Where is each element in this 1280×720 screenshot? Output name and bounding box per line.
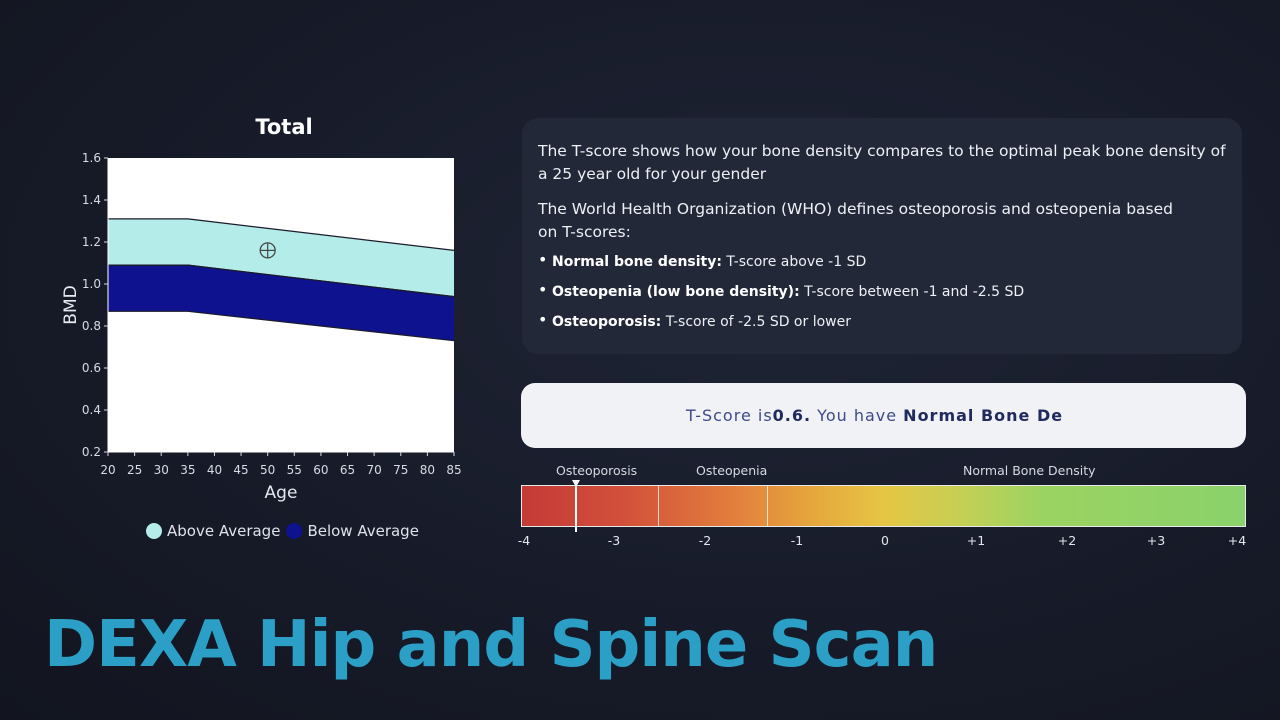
patient-point-marker: [259, 242, 276, 259]
result-prefix: T-Score is: [685, 406, 773, 425]
scale-marker-arrow-icon: [572, 480, 581, 487]
bullet-term: Osteoporosis:: [552, 314, 662, 330]
y-tick-label: 1.6: [82, 151, 101, 165]
bmd-chart: Total 0.2 0.4 0.6 0.8 1.0 1.2 1.4 1.6 20 25 30 35 4…: [61, 115, 462, 503]
bullet-term: Normal bone density:: [552, 254, 722, 270]
band-upper-line-1: [108, 264, 455, 298]
chart-title: Total: [255, 115, 312, 139]
scale-tick-label: +1: [966, 533, 986, 548]
x-tick-label: 40: [207, 463, 222, 477]
y-tick-label: 0.8: [82, 319, 101, 333]
tscore-result-banner: T-Score is 0.6. You have Normal Bone De: [521, 383, 1246, 448]
x-tick-label: 55: [287, 463, 302, 477]
scale-tick-label: -2: [698, 533, 712, 548]
result-middle: You have: [811, 406, 904, 425]
y-tick-label: 1.0: [82, 277, 101, 291]
x-tick-label: 35: [180, 463, 195, 477]
tscore-info-card: The T-score shows how your bone density …: [522, 118, 1242, 354]
bullet-text: T-score above -1 SD: [721, 254, 867, 270]
x-tick-label: 70: [367, 463, 382, 477]
band-above-average: [108, 218, 454, 297]
scale-tick-label: +3: [1146, 533, 1166, 548]
y-axis-label: BMD: [61, 285, 81, 324]
x-axis-label: Age: [265, 483, 298, 503]
legend-item-below: Below Average: [286, 522, 419, 540]
result-category: Normal Bone De: [903, 406, 1064, 425]
scale-tick-label: +4: [1227, 533, 1247, 548]
scale-tick-label: -1: [790, 533, 804, 548]
legend-label-above: Above Average: [167, 522, 281, 540]
x-tick-label: 20: [100, 463, 115, 477]
list-item: Osteopenia (low bone density): T-score b…: [538, 280, 1228, 302]
scale-tick-label: -4: [517, 533, 531, 548]
band-lower-line-1: [108, 310, 455, 342]
list-item: Normal bone density: T-score above -1 SD: [538, 250, 1228, 272]
y-tick-label: 1.2: [82, 235, 101, 249]
scale-zone-divider: [657, 486, 659, 526]
legend-swatch-above: [146, 523, 162, 539]
list-item: Osteoporosis: T-score of -2.5 SD or lowe…: [538, 310, 1228, 332]
bullet-text: T-score between -1 and -2.5 SD: [799, 284, 1025, 300]
zone-label-osteoporosis: Osteoporosis: [556, 463, 638, 478]
page-headline: DEXA Hip and Spine Scan: [44, 608, 938, 682]
classification-list: Normal bone density: T-score above -1 SD…: [538, 250, 1228, 332]
x-tick-label: 65: [340, 463, 355, 477]
scale-tick-label: +2: [1057, 533, 1077, 548]
bullet-text: T-score of -2.5 SD or lower: [661, 314, 851, 330]
chart-legend: Above Average Below Average: [146, 522, 425, 540]
band-upper-line-0: [108, 218, 455, 251]
zone-label-normal: Normal Bone Density: [963, 463, 1096, 478]
info-paragraph-1: The T-score shows how your bone density …: [538, 142, 1226, 183]
scale-tick-label: -3: [607, 533, 621, 548]
bullet-term: Osteopenia (low bone density):: [552, 284, 800, 300]
x-tick-label: 50: [260, 463, 275, 477]
x-tick-label: 30: [154, 463, 169, 477]
tscore-scale-bar: [521, 480, 1246, 532]
x-tick-label: 80: [420, 463, 435, 477]
y-tick-label: 0.6: [82, 361, 101, 375]
x-tick-label: 60: [313, 463, 328, 477]
y-tick-label: 0.4: [82, 403, 101, 417]
result-value: 0.6.: [772, 406, 812, 425]
scale-marker-line: [575, 486, 578, 532]
legend-label-below: Below Average: [307, 522, 419, 540]
scale-zone-divider: [766, 486, 768, 526]
x-tick-label: 25: [127, 463, 142, 477]
y-tick-label: 1.4: [82, 193, 101, 207]
x-tick-label: 85: [446, 463, 461, 477]
x-tick-label: 75: [393, 463, 408, 477]
y-tick-label: 0.2: [82, 445, 101, 459]
legend-swatch-below: [286, 523, 303, 539]
zone-label-osteopenia: Osteopenia: [696, 463, 768, 478]
info-paragraph-2: The World Health Organization (WHO) defi…: [538, 200, 1173, 241]
band-below-average: [108, 265, 454, 341]
legend-item-above: Above Average: [146, 522, 280, 540]
x-tick-label: 45: [233, 463, 248, 477]
scale-tick-label: 0: [881, 533, 889, 548]
